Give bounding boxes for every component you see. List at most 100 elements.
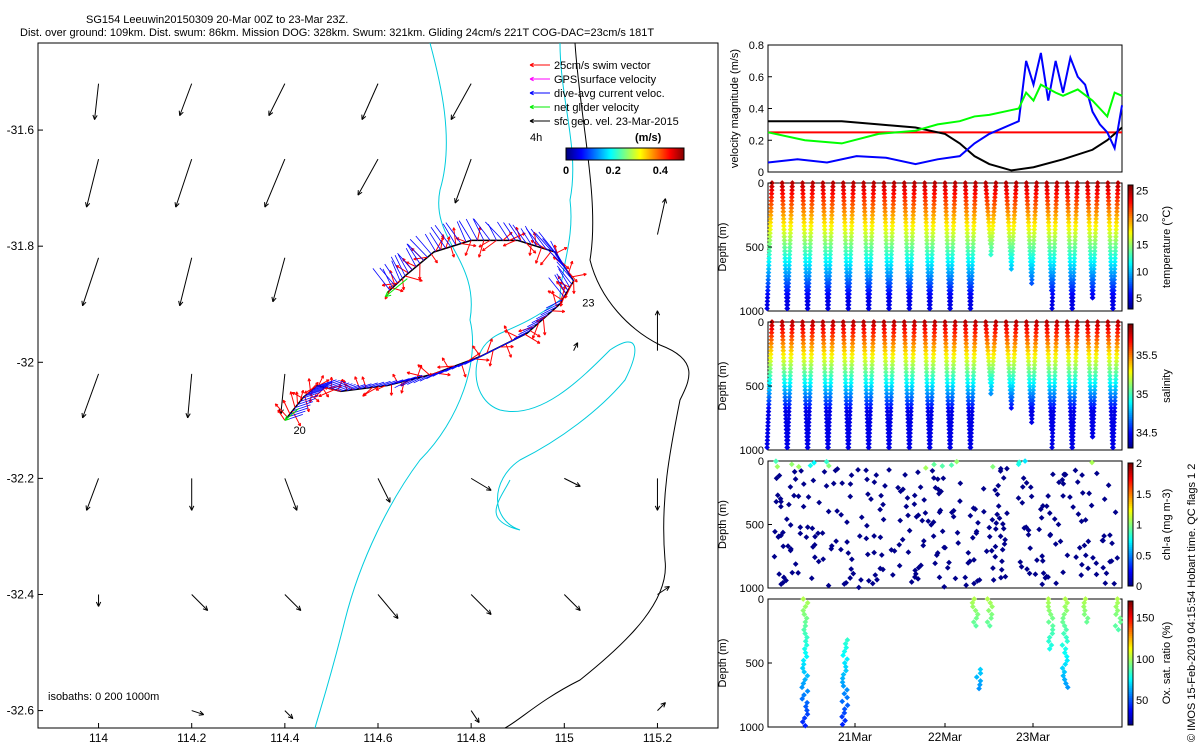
current-vector bbox=[394, 379, 411, 389]
colorbar-cell bbox=[1128, 377, 1133, 381]
colorbar-cell bbox=[1128, 565, 1133, 569]
map-ytick-label: -32.6 bbox=[7, 704, 35, 718]
current-vector bbox=[522, 322, 540, 332]
colorbar-cell bbox=[1128, 388, 1133, 391]
sfc-vector-15 bbox=[185, 373, 193, 419]
legend-arrow-2 bbox=[529, 90, 550, 96]
current-vector bbox=[451, 360, 468, 370]
swim-vector bbox=[299, 389, 305, 402]
swim-vector bbox=[401, 278, 406, 291]
colorbar-cell bbox=[1128, 504, 1133, 507]
colorbar-cell bbox=[1128, 443, 1133, 447]
colorbar-cell bbox=[1128, 487, 1133, 491]
map-xtick-label: 114.4 bbox=[270, 731, 299, 745]
colorbar-cell bbox=[1128, 534, 1133, 538]
sfc-vector-14 bbox=[81, 373, 100, 419]
velocity-series-1 bbox=[768, 120, 1123, 172]
swim-vector bbox=[274, 403, 288, 418]
colorbar-cell bbox=[1128, 718, 1133, 722]
colorbar-cell bbox=[1128, 348, 1133, 352]
colorbar-cell bbox=[1128, 698, 1133, 701]
colorbar-cell bbox=[1128, 673, 1133, 676]
depth-tick-label: 0 bbox=[758, 178, 764, 190]
colorbar-tick-label: 5 bbox=[1136, 293, 1142, 305]
velocity-series-3 bbox=[767, 83, 1123, 145]
colorbar-cell bbox=[1128, 495, 1133, 499]
colorbar-frame bbox=[1127, 323, 1134, 449]
colorbar-cell bbox=[1128, 528, 1133, 532]
depth-tick-label: 0 bbox=[758, 456, 764, 468]
current-vector bbox=[413, 374, 430, 384]
colorbar-cell bbox=[1128, 691, 1133, 695]
swim-vector bbox=[472, 345, 481, 357]
sfc-vector-20 bbox=[189, 478, 195, 511]
sfc-vector-12 bbox=[271, 257, 286, 303]
swim-vector bbox=[304, 386, 317, 394]
swim-vector bbox=[389, 384, 394, 396]
colorbar-cell bbox=[1128, 355, 1133, 358]
colorbar-cell bbox=[1128, 516, 1133, 519]
legend-label-1: GPS surface velocity bbox=[554, 74, 657, 86]
colorbar-cell bbox=[1128, 361, 1133, 364]
swim-vector bbox=[282, 399, 291, 415]
map-xtick-label: 114.6 bbox=[363, 731, 392, 745]
colorbar-cell bbox=[1128, 228, 1133, 231]
colorbar-cell bbox=[1128, 660, 1133, 664]
colorbar-label: chl-a (mg m-3) bbox=[1161, 489, 1173, 561]
section-points bbox=[799, 596, 1124, 729]
colorbar-cell bbox=[1128, 530, 1133, 534]
swim-vector bbox=[460, 363, 467, 378]
colorbar-cell bbox=[1128, 375, 1133, 379]
swim-vector bbox=[478, 239, 491, 248]
colorbar-cell bbox=[1128, 290, 1133, 293]
sfc-vector-5 bbox=[85, 158, 100, 208]
colorbar-cell bbox=[1128, 437, 1133, 441]
colorbar-cell bbox=[1128, 603, 1133, 606]
colorbar-cell bbox=[1128, 286, 1133, 289]
colorbar-cell bbox=[1128, 288, 1133, 291]
swim-vector bbox=[392, 287, 404, 293]
colorbar-cell bbox=[1128, 677, 1133, 681]
velocity-ytick-label: 0 bbox=[758, 167, 764, 179]
current-vector bbox=[508, 223, 522, 242]
velocity-axes bbox=[767, 44, 1123, 173]
sfc-vector-27 bbox=[191, 594, 209, 611]
current-vector bbox=[321, 380, 340, 387]
current-vector bbox=[359, 382, 378, 390]
map-colorbar bbox=[565, 147, 685, 161]
colorbar-cell bbox=[1128, 218, 1133, 221]
colorbar-cell bbox=[1128, 334, 1133, 337]
swim-vector bbox=[564, 283, 573, 299]
colorbar-cell bbox=[1128, 255, 1133, 258]
colorbar-cell bbox=[1128, 340, 1133, 344]
legend-arrow-4 bbox=[529, 118, 550, 124]
current-vector bbox=[419, 372, 437, 382]
colorbar-cell bbox=[1128, 402, 1133, 406]
sfc-vector-22 bbox=[377, 478, 391, 503]
colorbar-cell bbox=[1128, 236, 1133, 240]
colorbar-cell bbox=[1128, 207, 1133, 211]
colorbar-cell bbox=[1128, 400, 1133, 404]
colorbar-tick-label: 35 bbox=[1136, 389, 1148, 401]
map-xtick-label: 115.2 bbox=[643, 731, 672, 745]
colorbar-cell bbox=[1128, 410, 1133, 414]
swim-vector bbox=[477, 240, 485, 258]
current-vector bbox=[527, 318, 544, 328]
colorbar-cell bbox=[1128, 520, 1133, 523]
chlorophyll-section: 0 500 1000 Depth (m) 0 0.5 1 1.5 2 chl-a (mg m-3) bbox=[717, 456, 1173, 595]
colorbar-cell bbox=[1128, 408, 1133, 412]
colorbar-cell bbox=[1128, 720, 1133, 724]
isobath-1000m bbox=[314, 42, 474, 729]
colorbar-tick-label: 25 bbox=[1136, 185, 1148, 197]
current-vector bbox=[485, 221, 504, 241]
swim-vector bbox=[460, 243, 477, 248]
velocity-series-2 bbox=[767, 52, 1123, 166]
track-label: 23 bbox=[582, 297, 594, 309]
colorbar-cell bbox=[1128, 352, 1133, 356]
colorbar-cell bbox=[1128, 346, 1133, 350]
swim-vector bbox=[318, 389, 335, 398]
copyright-note: © IMOS 15-Feb-2019 04:15:54 Hobart time.… bbox=[1186, 463, 1198, 742]
colorbar-tick-label: 20 bbox=[1136, 212, 1148, 224]
colorbar-cell bbox=[1128, 621, 1133, 625]
